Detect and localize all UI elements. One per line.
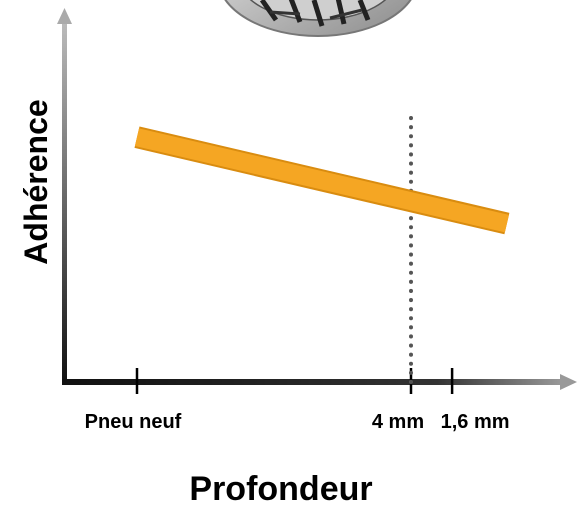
x-axis-arrow xyxy=(560,374,577,390)
x-tick-label-0: Pneu neuf xyxy=(85,411,182,433)
axes xyxy=(57,8,577,390)
y-axis-title: Adhérence xyxy=(18,99,54,264)
x-tick-labels: Pneu neuf 4 mm 1,6 mm xyxy=(85,411,510,433)
x-axis-title: Profondeur xyxy=(189,470,372,505)
series-line-0 xyxy=(134,128,509,233)
y-axis-arrow xyxy=(57,8,72,24)
x-tick-label-2: 1,6 mm xyxy=(441,411,510,433)
x-tick-label-1: 4 mm xyxy=(372,411,424,433)
x-axis xyxy=(62,379,562,385)
series-group xyxy=(134,126,510,235)
y-axis xyxy=(62,22,67,384)
tire-image xyxy=(224,0,412,37)
